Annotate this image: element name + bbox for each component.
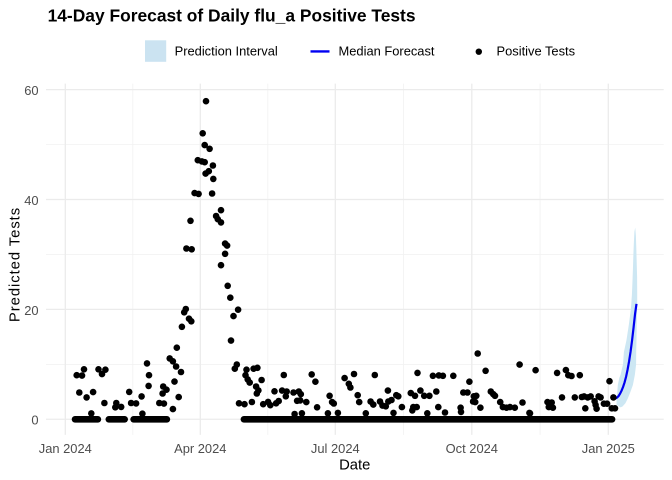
svg-text:0: 0	[31, 413, 38, 428]
svg-text:Jan 2025: Jan 2025	[582, 441, 635, 456]
svg-text:Prediction Interval: Prediction Interval	[175, 43, 278, 58]
svg-text:20: 20	[24, 303, 38, 318]
svg-text:Oct 2024: Oct 2024	[446, 441, 498, 456]
svg-text:40: 40	[24, 193, 38, 208]
svg-text:Predicted Tests: Predicted Tests	[8, 207, 24, 322]
svg-text:Jul 2024: Jul 2024	[311, 441, 360, 456]
svg-text:Median Forecast: Median Forecast	[339, 43, 435, 58]
svg-text:Jan 2024: Jan 2024	[39, 441, 92, 456]
svg-text:14-Day Forecast of Daily flu_a: 14-Day Forecast of Daily flu_a Positive …	[48, 5, 416, 25]
svg-text:Apr 2024: Apr 2024	[174, 441, 226, 456]
svg-text:60: 60	[24, 83, 38, 98]
svg-text:Date: Date	[339, 458, 370, 474]
svg-text:Positive Tests: Positive Tests	[497, 43, 576, 58]
